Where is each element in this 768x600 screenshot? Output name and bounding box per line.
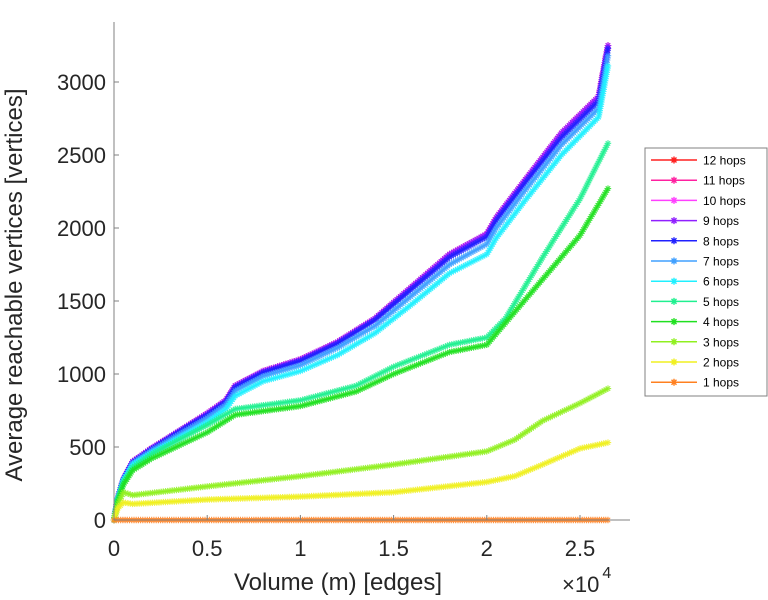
series-line xyxy=(113,45,609,521)
legend-item: 11 hops xyxy=(651,174,745,188)
y-tick-label: 0 xyxy=(94,508,106,533)
series-markers xyxy=(110,62,612,524)
legend-item: 5 hops xyxy=(651,295,739,309)
x-multiplier-exponent: 4 xyxy=(602,565,611,582)
series-markers xyxy=(110,42,612,524)
series-2-hops xyxy=(110,439,612,524)
series-line xyxy=(113,142,609,521)
legend-item: 10 hops xyxy=(651,194,746,208)
legend-item: 8 hops xyxy=(651,234,739,248)
series-9-hops xyxy=(110,42,612,524)
y-tick-label: 500 xyxy=(69,435,106,460)
legend-marker xyxy=(670,176,678,184)
x-tick-label: 0.5 xyxy=(192,536,223,561)
legend-label: 10 hops xyxy=(703,194,746,208)
series-6-hops xyxy=(110,62,612,524)
x-ticks: 0 0.5 1 1.5 2 2.5 xyxy=(108,515,595,561)
series-markers xyxy=(110,42,612,524)
series-4-hops xyxy=(110,185,612,524)
legend-box xyxy=(644,147,768,397)
legend-label: 9 hops xyxy=(703,214,739,228)
series-12-hops xyxy=(110,42,612,524)
legend-item: 4 hops xyxy=(651,315,739,329)
legend-marker xyxy=(670,338,678,346)
legend-marker xyxy=(670,156,678,164)
legend-label: 8 hops xyxy=(703,234,739,248)
legend-marker xyxy=(670,196,678,204)
series-line xyxy=(113,45,609,521)
series-markers xyxy=(110,185,612,524)
series-3-hops xyxy=(110,385,612,524)
x-tick-label: 2 xyxy=(481,536,493,561)
x-tick-label: 2.5 xyxy=(565,536,596,561)
legend-label: 3 hops xyxy=(703,335,739,349)
legend-item: 12 hops xyxy=(651,154,746,168)
legend-marker xyxy=(670,237,678,245)
x-axis-label: Volume (m) [edges] xyxy=(234,569,442,596)
x-tick-label: 0 xyxy=(108,536,120,561)
legend-label: 5 hops xyxy=(703,295,739,309)
legend-item: 7 hops xyxy=(651,255,739,269)
legend-marker xyxy=(670,297,678,305)
legend-label: 1 hops xyxy=(703,376,739,390)
legend-label: 6 hops xyxy=(703,275,739,289)
legend-label: 7 hops xyxy=(703,255,739,269)
legend-item: 3 hops xyxy=(651,335,739,349)
y-ticks: 0 500 1000 1500 2000 2500 3000 xyxy=(57,70,119,533)
series-markers xyxy=(110,439,612,524)
series-11-hops xyxy=(110,42,612,524)
series-markers xyxy=(110,42,612,524)
series-markers xyxy=(110,42,612,524)
legend-item: 1 hops xyxy=(651,376,739,390)
series-line xyxy=(113,48,609,521)
legend-marker xyxy=(670,378,678,386)
y-axis-label: Average reachable vertices [vertices] xyxy=(1,88,28,481)
legend-marker xyxy=(670,277,678,285)
y-tick-label: 2500 xyxy=(57,143,106,168)
legend-marker xyxy=(670,257,678,265)
legend-marker xyxy=(670,318,678,326)
legend-item: 6 hops xyxy=(651,275,739,289)
legend-label: 11 hops xyxy=(703,174,745,188)
legend-label: 12 hops xyxy=(703,154,746,168)
legend-marker xyxy=(670,358,678,366)
legend-label: 2 hops xyxy=(703,356,739,370)
y-tick-label: 2000 xyxy=(57,216,106,241)
y-tick-label: 3000 xyxy=(57,70,106,95)
y-tick-label: 1000 xyxy=(57,362,106,387)
legend-item: 9 hops xyxy=(651,214,739,228)
x-multiplier-base: ×10 xyxy=(562,572,599,597)
legend-item: 2 hops xyxy=(651,356,739,370)
series-10-hops xyxy=(110,42,612,524)
x-multiplier: ×10 4 xyxy=(562,565,611,597)
series-line xyxy=(113,441,609,521)
legend-label: 4 hops xyxy=(703,315,739,329)
series-line xyxy=(113,45,609,521)
legend-marker xyxy=(670,217,678,225)
y-tick-label: 1500 xyxy=(57,289,106,314)
legend: 12 hops 11 hops 10 hops 9 hops 8 hops 7 hops 6… xyxy=(644,147,768,397)
x-tick-label: 1.5 xyxy=(378,536,409,561)
series-line xyxy=(113,45,609,521)
series-layer xyxy=(110,42,612,524)
x-tick-label: 1 xyxy=(294,536,306,561)
